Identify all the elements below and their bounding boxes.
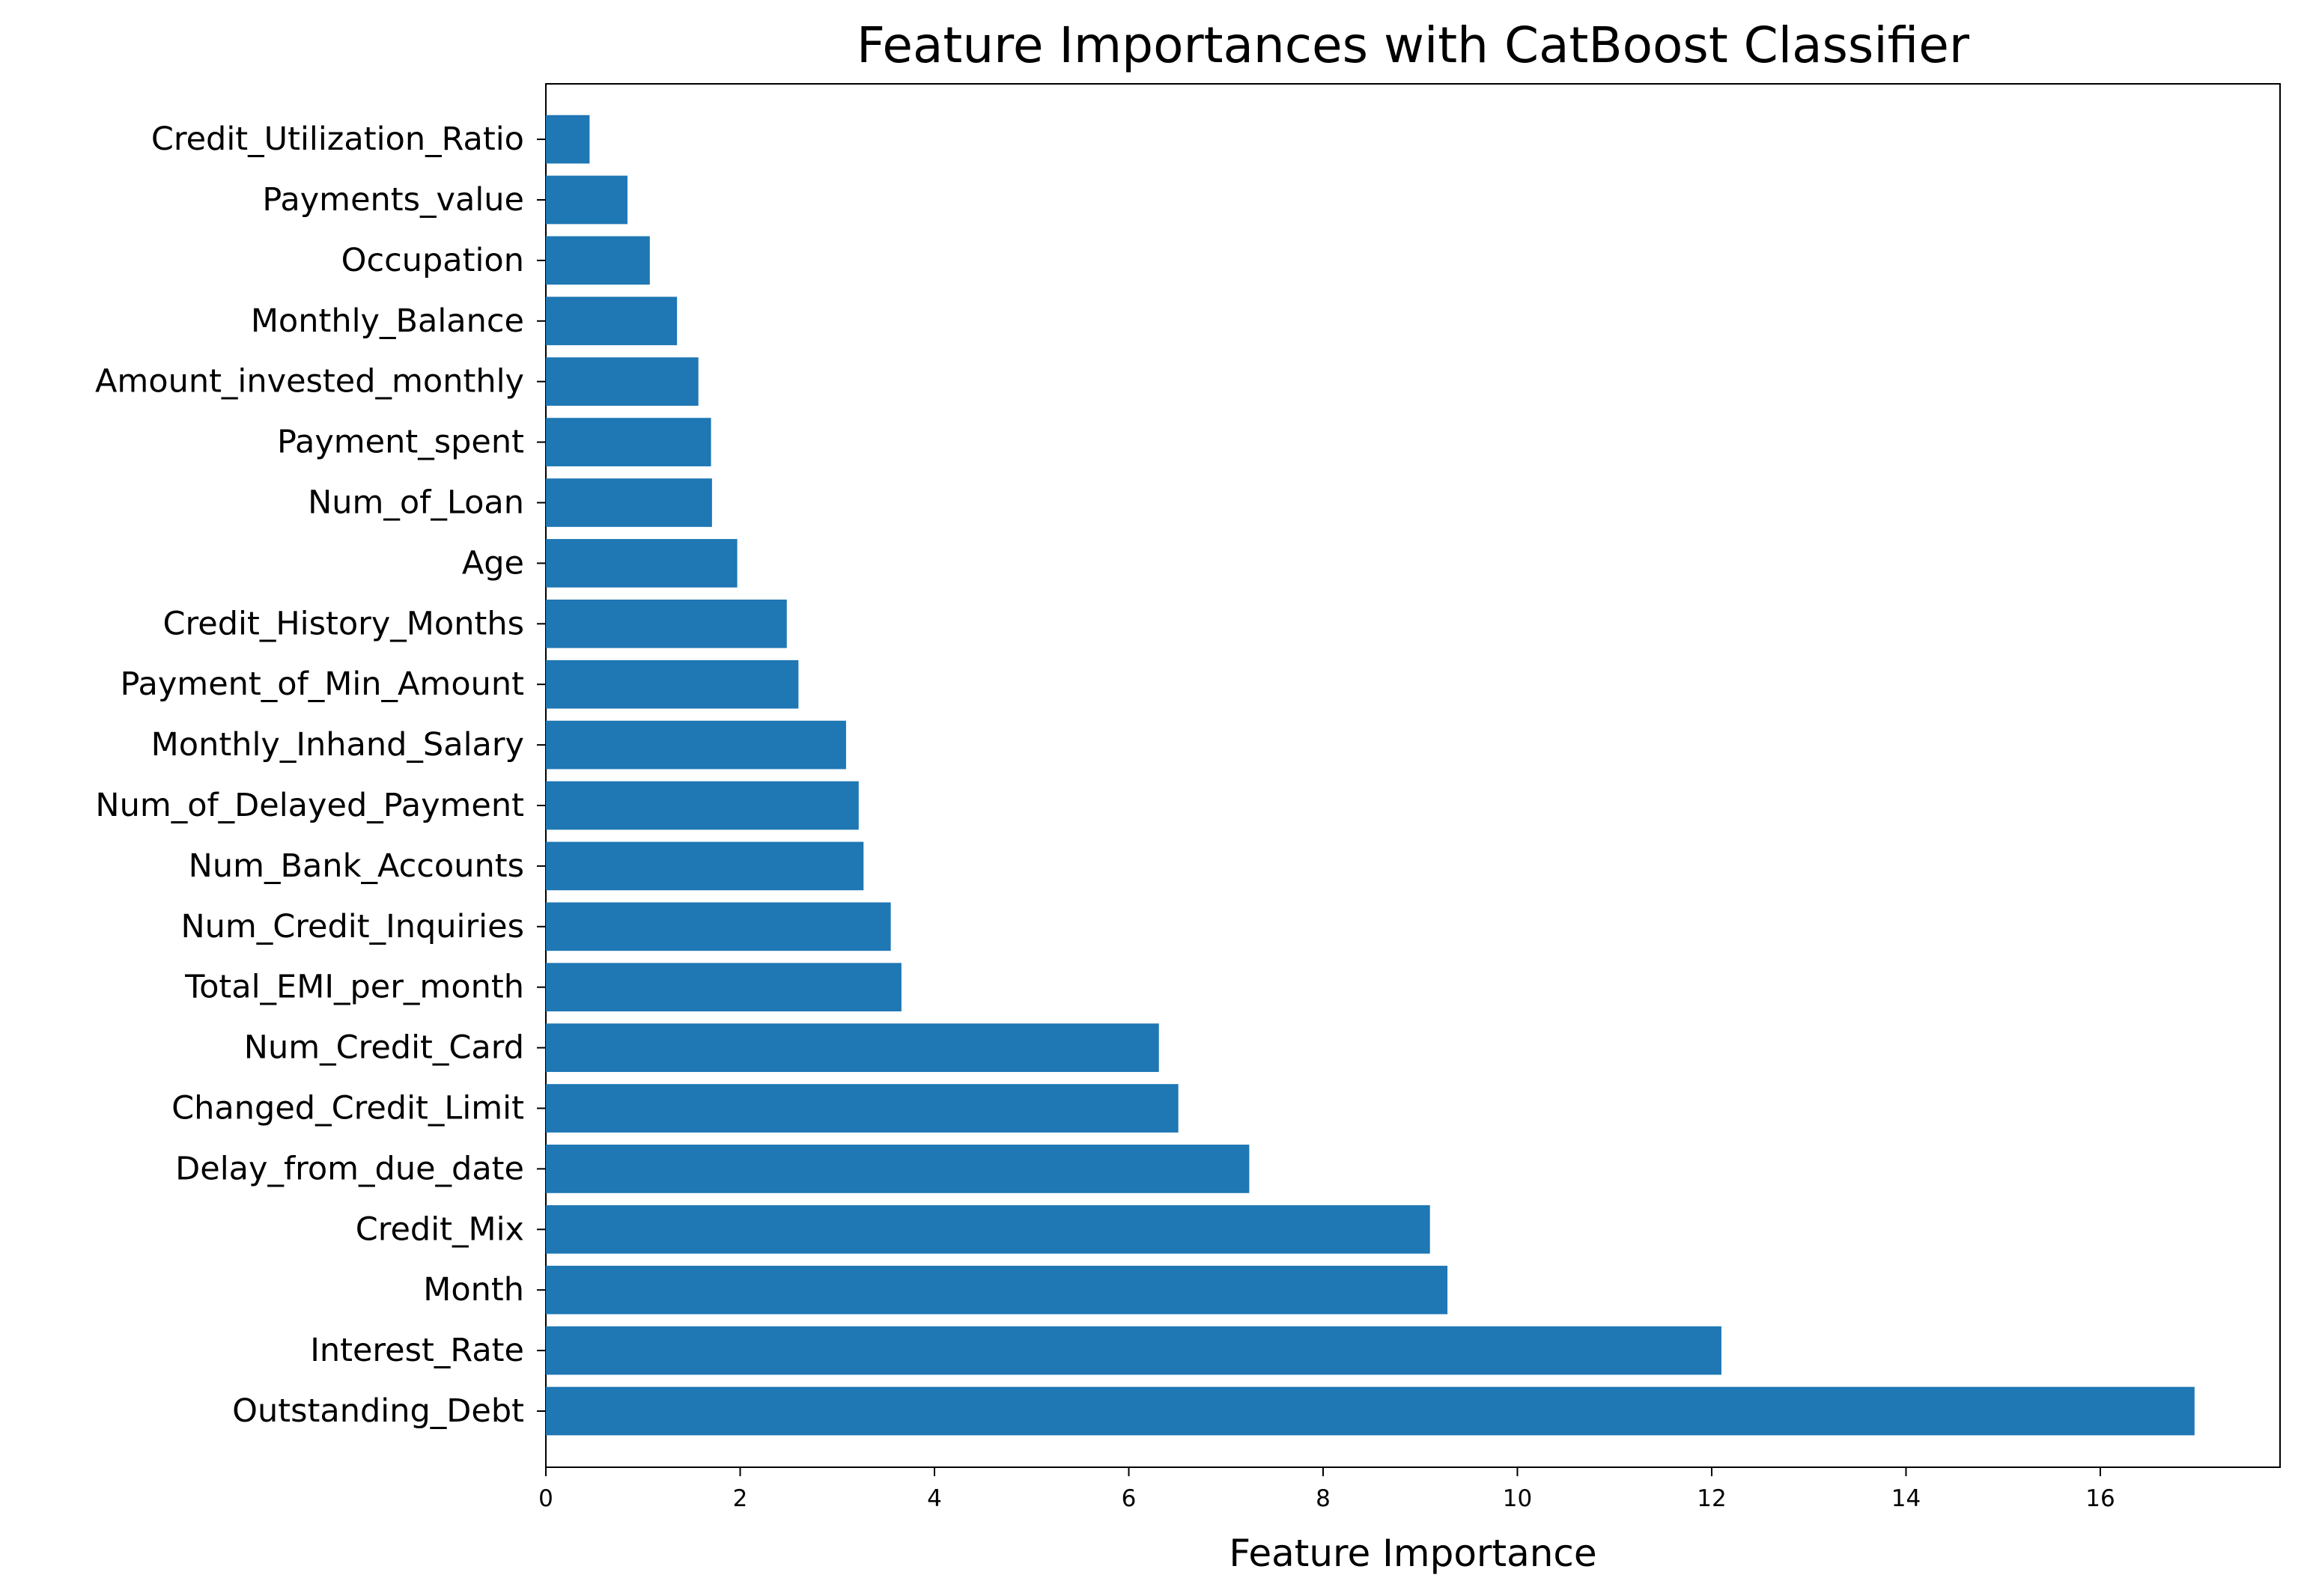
y-tick-label: Monthly_Balance [251,302,524,340]
bar-monthly-inhand-salary [546,720,846,770]
x-tick-label: 6 [1122,1485,1137,1512]
bar-amount-invested-monthly [546,357,699,406]
y-tick-label: Payment_spent [277,424,524,461]
x-tick-label: 12 [1697,1485,1726,1512]
bar-credit-mix [546,1204,1430,1254]
bar-credit-utilization-ratio [546,115,590,164]
bar-monthly-balance [546,296,678,346]
chart-title: Feature Importances with CatBoost Classi… [857,16,1970,74]
y-tick-label: Credit_Utilization_Ratio [151,121,524,158]
y-tick-label: Payments_value [262,181,524,219]
bar-payments-value [546,175,627,225]
y-tick-label: Num_Credit_Inquiries [180,908,524,945]
y-tick-label: Amount_invested_monthly [95,363,524,400]
x-tick-label: 16 [2085,1485,2115,1512]
bar-interest-rate [546,1326,1721,1375]
y-tick-label: Month [423,1271,524,1309]
y-tick-label: Outstanding_Debt [232,1392,524,1430]
x-axis-label: Feature Importance [1229,1532,1596,1575]
bar-age [546,539,738,588]
bar-month [546,1265,1448,1315]
y-tick-label: Credit_Mix [356,1210,524,1248]
y-tick-label: Total_EMI_per_month [184,969,524,1006]
y-tick-label: Occupation [341,242,524,279]
y-tick-label: Delay_from_due_date [175,1150,524,1187]
x-tick-label: 2 [733,1485,748,1512]
y-tick-label: Payment_of_Min_Amount [121,665,524,703]
y-axis: Outstanding_Debt Interest_Rate Month Credit… [95,121,546,1430]
y-tick-label: Interest_Rate [310,1332,524,1369]
bar-delay-from-due-date [546,1145,1250,1193]
bar-num-credit-inquiries [546,902,891,951]
bar-credit-history-months [546,599,787,648]
bar-occupation [546,236,650,285]
plot-area [545,83,2281,1468]
x-tick-label: 0 [538,1485,553,1512]
bars-group [546,115,2195,1436]
y-tick-label: Num_of_Delayed_Payment [95,787,524,824]
x-tick-label: 14 [1891,1485,1921,1512]
bar-num-bank-accounts [546,841,864,891]
bar-changed-credit-limit [546,1084,1179,1133]
x-tick-label: 8 [1316,1485,1331,1512]
y-tick-label: Age [462,544,524,582]
y-tick-label: Num_Credit_Card [244,1029,524,1067]
bar-num-of-delayed-payment [546,781,859,830]
y-tick-label: Credit_History_Months [163,605,524,642]
x-tick-label: 4 [927,1485,942,1512]
x-axis: 0 2 4 6 8 10 12 14 16 [538,1467,2115,1512]
bar-payment-of-min-amount [546,660,799,709]
y-tick-label: Changed_Credit_Limit [171,1090,524,1127]
bar-num-of-loan [546,478,712,527]
bar-outstanding-debt [546,1386,2195,1436]
bar-num-credit-card [546,1023,1159,1072]
x-tick-label: 10 [1503,1485,1532,1512]
bar-total-emi-per-month [546,963,902,1012]
bar-payment-spent [546,418,711,466]
y-tick-label: Num_of_Loan [308,484,524,522]
y-tick-label: Monthly_Inhand_Salary [151,726,524,764]
y-tick-label: Num_Bank_Accounts [189,847,524,885]
